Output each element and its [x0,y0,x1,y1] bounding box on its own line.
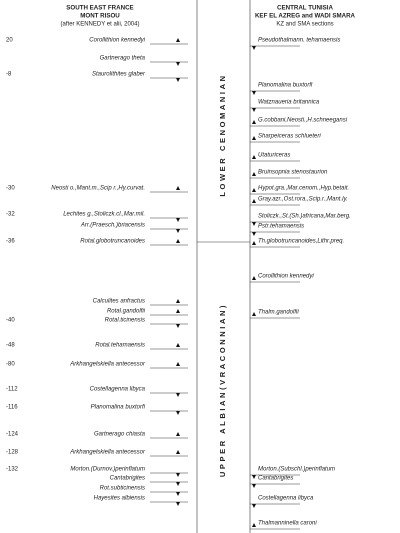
right-region: CENTRAL TUNISIA [277,5,333,12]
event-marker [252,523,256,527]
event-name: Rotal.ticinensis [105,318,145,324]
event-name: Corollithion kennedyi [89,38,145,44]
event-marker [252,120,256,124]
event-marker [176,78,180,82]
event-name: Arkhangelskiella antecessor [69,362,146,368]
depth-label: -116 [6,405,18,411]
event-marker [252,188,256,192]
event-name: Rotal.tehamaensis [95,343,145,349]
depth-label: -32 [6,212,15,218]
event-marker [176,186,180,190]
event-name: Morton.(Durnov.)perinflatum [70,467,145,473]
event-marker [176,218,180,222]
event-name: Pseudothalmann. tehamaensis [258,38,340,44]
event-name: Arkhangelskiella antecessor [69,450,146,456]
event-name: Gartnerago chiasta [94,432,146,438]
event-name: Calculites anfractus [93,299,145,305]
event-marker [176,362,180,366]
event-name: G.cobbani,Neosti.,H.schneegansi [258,118,348,124]
right-site: KEF EL AZREG and WADI SMARA [255,13,356,20]
depth-label: -112 [6,387,18,393]
event-marker [176,411,180,415]
event-marker [176,309,180,313]
event-name: Utaturiceras [258,153,290,159]
event-marker [176,229,180,233]
depth-label: -80 [6,362,15,368]
stage-label: LOWER CENOMANIAN [218,73,227,196]
event-name: Stoliczk.,St.(Sh.)africana,Mar.berg. [258,214,351,220]
event-name: Planomalina buxtorfi [91,405,146,411]
depth-label: -40 [6,318,15,324]
depth-label: -124 [6,432,19,438]
event-name: Rotal.gandolfii [107,309,146,315]
event-marker [252,232,256,236]
event-name: Gartnerago theta [100,56,146,62]
event-marker [252,172,256,176]
depth-label: -132 [6,467,19,473]
event-marker [252,136,256,140]
event-marker [252,155,256,159]
event-marker [176,473,180,477]
event-marker [176,393,180,397]
depth-label: -128 [6,450,19,456]
event-name: Th.globotruncanoides,Lithr.preq. [258,239,344,245]
event-name: Rotal.globotruncanoides [80,239,145,245]
left-source: (after KENNEDY et alii, 2004) [61,22,140,28]
depth-label: -8 [6,72,12,78]
depth-label: -48 [6,343,15,349]
event-name: Gray.azr.,Ost.rora.,Scip.r.,Mant.ly. [258,197,348,203]
event-marker [176,324,180,328]
event-name: Pstr.tehamaensis [258,224,304,230]
depth-label: -36 [6,239,15,245]
event-name: Morton.(Subschl.)perinflatum [258,467,335,473]
event-name: Cantabrigites [110,476,145,482]
event-marker [252,46,256,50]
event-marker [252,108,256,112]
event-marker [252,475,256,479]
event-name: Costellagenna libyca [258,496,314,502]
event-marker [176,492,180,496]
event-name: Bruinsopnia stenostaurion [258,170,328,176]
event-name: Planomalina buxtorfi [258,83,313,89]
depth-label: 20 [6,38,13,44]
event-name: Hayesites albiensis [94,496,145,502]
left-region: SOUTH EAST FRANCE [66,5,133,12]
event-marker [252,504,256,508]
event-name: Thalm.gandolfii [258,310,299,316]
event-marker [252,276,256,280]
event-marker [252,241,256,245]
event-name: Sharpeiceras schlueteri [258,134,321,140]
event-name: Neosti o.,Mant.m.,Scip r.,Hy.curvat. [51,186,145,192]
stage-label: UPPER ALBIAN(VRACONNIAN) [218,303,227,477]
event-name: Arr.(Praesch.)briacensis [80,223,145,229]
event-marker [176,38,180,42]
event-marker [176,482,180,486]
event-name: Lechites g.,Stoliczk.cl.,Mar.mil. [63,212,145,218]
event-marker [176,343,180,347]
event-marker [176,62,180,66]
event-name: Hypot.gra.,Mar.cenom.,Hyp.betait. [258,186,349,192]
event-name: Rot.subticinensis [100,486,145,492]
event-name: Thalmanninella caroni [258,521,317,527]
depth-label: -30 [6,186,15,192]
event-name: Costellagenna libyca [90,387,146,393]
event-marker [252,312,256,316]
event-marker [176,432,180,436]
event-marker [252,91,256,95]
event-name: Corollithion kennedyi [258,274,314,280]
event-name: Staurolithites glaber [92,72,146,78]
left-site: MONT RISOU [80,13,120,20]
event-marker [176,502,180,506]
right-source: KZ and SMA sections [276,22,333,28]
event-marker [252,199,256,203]
event-marker [252,484,256,488]
event-marker [176,299,180,303]
event-name: Cantabrigites [258,476,293,482]
event-name: Watznaueria britannica [258,100,320,106]
event-marker [252,222,256,226]
event-marker [176,239,180,243]
event-marker [176,450,180,454]
